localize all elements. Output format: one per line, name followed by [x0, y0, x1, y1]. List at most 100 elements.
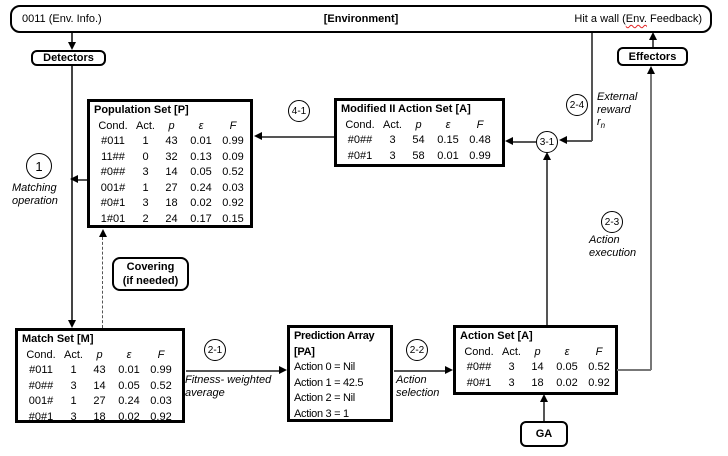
table-cell: #0#1 [466, 376, 492, 389]
step-circle-2-3: 2-3 [601, 211, 623, 233]
table-cell: 0.52 [150, 379, 172, 392]
match-set-rows: #011 1 43 0.01 0.99 #0## 3 14 0.05 0.52 001# 1 27 0.2… [22, 363, 182, 423]
connector-update-to-modified [512, 141, 536, 143]
table-cell: #0#1 [100, 197, 126, 209]
population-set-rows: #011 1 43 0.01 0.99 11## 0 32 0.13 0.09 #0## 3 14 0.0… [94, 134, 250, 226]
table-cell: 0.13 [190, 150, 212, 163]
matching-operation-label: Matching operation [12, 182, 58, 207]
table-cell: 18 [93, 410, 106, 423]
table-cell: 1#01 [100, 212, 126, 225]
table-cell: 3 [508, 376, 515, 389]
col-header-p: p [534, 345, 541, 358]
table-cell: 0.03 [222, 181, 244, 194]
table-cell: 18 [531, 376, 544, 389]
table-cell: 0.48 [469, 134, 491, 146]
table-cell: 0.02 [190, 197, 212, 209]
prediction-array-entries: Action 0 = Nil Action 1 = 42.5 Action 2 = … [294, 360, 390, 420]
connector-execution-horizontal [617, 369, 651, 371]
table-cell: 0.09 [222, 150, 244, 163]
prediction-array-title: Prediction Array [294, 330, 375, 342]
environment-title: [Environment] [323, 13, 399, 25]
table-row: #0#1 3 58 0.01 0.99 [341, 149, 502, 165]
action-set-box: Action Set [A] Cond. Act. p ε F #0## 3 14 0… [453, 325, 618, 395]
effectors-to-env-arrowhead [649, 32, 657, 40]
table-cell: 11## [101, 150, 125, 163]
covering-box: Covering (if needed) [112, 257, 189, 291]
execution-arrowhead [647, 66, 655, 74]
effectors-label: Effectors [628, 50, 677, 63]
table-row: 1#01 2 24 0.17 0.15 [94, 212, 250, 226]
table-cell: 3 [142, 197, 149, 209]
fitness-weighted-average-label: Fitness- weighted average [185, 374, 272, 399]
table-cell: 0.02 [556, 376, 578, 389]
prediction-entry: Action 3 = 1 [294, 407, 349, 420]
connector-ga-to-actionset [543, 401, 545, 421]
table-cell: 43 [93, 364, 106, 376]
modified-action-set-rows: #0## 3 54 0.15 0.48 #0#1 3 58 0.01 0.99 [341, 133, 502, 164]
prediction-array-title-2: [PA] [294, 345, 315, 358]
col-header-act: Act. [64, 348, 83, 361]
population-set-title: Population Set [P] [94, 104, 189, 116]
table-cell: 54 [412, 134, 425, 146]
action-set-title: Action Set [A] [460, 330, 533, 342]
table-cell: 0.52 [222, 166, 244, 178]
table-cell: 43 [165, 135, 178, 147]
covering-label-line2: (if needed) [122, 275, 179, 287]
connector-matchset-to-pa [186, 370, 282, 372]
match-set-box: Match Set [M] Cond. Act. p ε F #011 1 43 0.… [15, 328, 185, 423]
connector-reward-horizontal [566, 140, 592, 142]
connector-covering-dashed [102, 237, 103, 328]
table-row: 001# 1 27 0.24 0.03 [22, 394, 182, 410]
action-selection-label: Action selection [396, 374, 440, 399]
table-row: #0## 3 14 0.05 0.52 [22, 379, 182, 395]
action-set-rows: #0## 3 14 0.05 0.52 #0#1 3 18 0.02 0.92 [460, 360, 615, 391]
table-cell: 18 [165, 197, 178, 209]
pa-to-actionset-arrowhead [445, 366, 453, 374]
reward-arrowhead [559, 136, 567, 144]
table-cell: 14 [93, 379, 106, 392]
table-cell: 3 [70, 410, 77, 423]
table-cell: 27 [93, 395, 106, 407]
population-set-box: Population Set [P] Cond. Act. p ε F #011… [87, 99, 253, 228]
detectors-to-matchset-arrowhead [68, 320, 76, 328]
matching-arrowhead [70, 175, 78, 183]
detectors-label: Detectors [43, 52, 94, 64]
table-cell: 0.52 [588, 361, 610, 373]
table-cell: #0## [28, 379, 54, 392]
connector-matching [78, 179, 87, 181]
col-header-fitness: F [157, 348, 165, 361]
table-cell: 1 [70, 364, 77, 376]
connector-execution-vertical [650, 73, 652, 370]
table-cell: 24 [165, 212, 178, 225]
col-header-p: p [168, 119, 175, 132]
table-cell: #0#1 [28, 410, 54, 423]
table-cell: 3 [389, 149, 396, 162]
col-header-epsilon: ε [564, 345, 570, 358]
connector-env-to-detectors [71, 33, 73, 43]
table-cell: 32 [165, 150, 178, 163]
table-cell: 0.15 [222, 212, 244, 225]
table-cell: 0.01 [437, 149, 459, 162]
prediction-entry: Action 2 = Nil [294, 392, 355, 404]
table-cell: 0.05 [556, 361, 578, 373]
effectors-box: Effectors [617, 47, 688, 66]
table-cell: 0.17 [190, 212, 212, 225]
table-cell: 3 [508, 361, 515, 373]
col-header-act: Act. [136, 119, 155, 132]
table-cell: 14 [165, 166, 178, 178]
table-cell: 0.15 [437, 134, 459, 146]
env-to-detectors-arrowhead [68, 42, 76, 50]
table-row: #0#1 3 18 0.02 0.92 [22, 410, 182, 423]
matchset-to-pa-arrowhead [279, 366, 287, 374]
environment-feedback-label: Hit a wall (Env. Feedback) [574, 13, 702, 25]
table-cell: 27 [165, 181, 178, 194]
table-cell: 0.99 [150, 364, 172, 376]
table-cell: 1 [70, 395, 77, 407]
col-header-epsilon: ε [445, 118, 451, 131]
table-row: 11## 0 32 0.13 0.09 [94, 150, 250, 166]
modified-to-population-arrowhead [254, 132, 262, 140]
prediction-array-box: Prediction Array [PA] Action 0 = Nil Acti… [287, 325, 393, 422]
table-row: #0#1 3 18 0.02 0.92 [460, 376, 615, 392]
table-cell: 0.92 [150, 410, 172, 423]
